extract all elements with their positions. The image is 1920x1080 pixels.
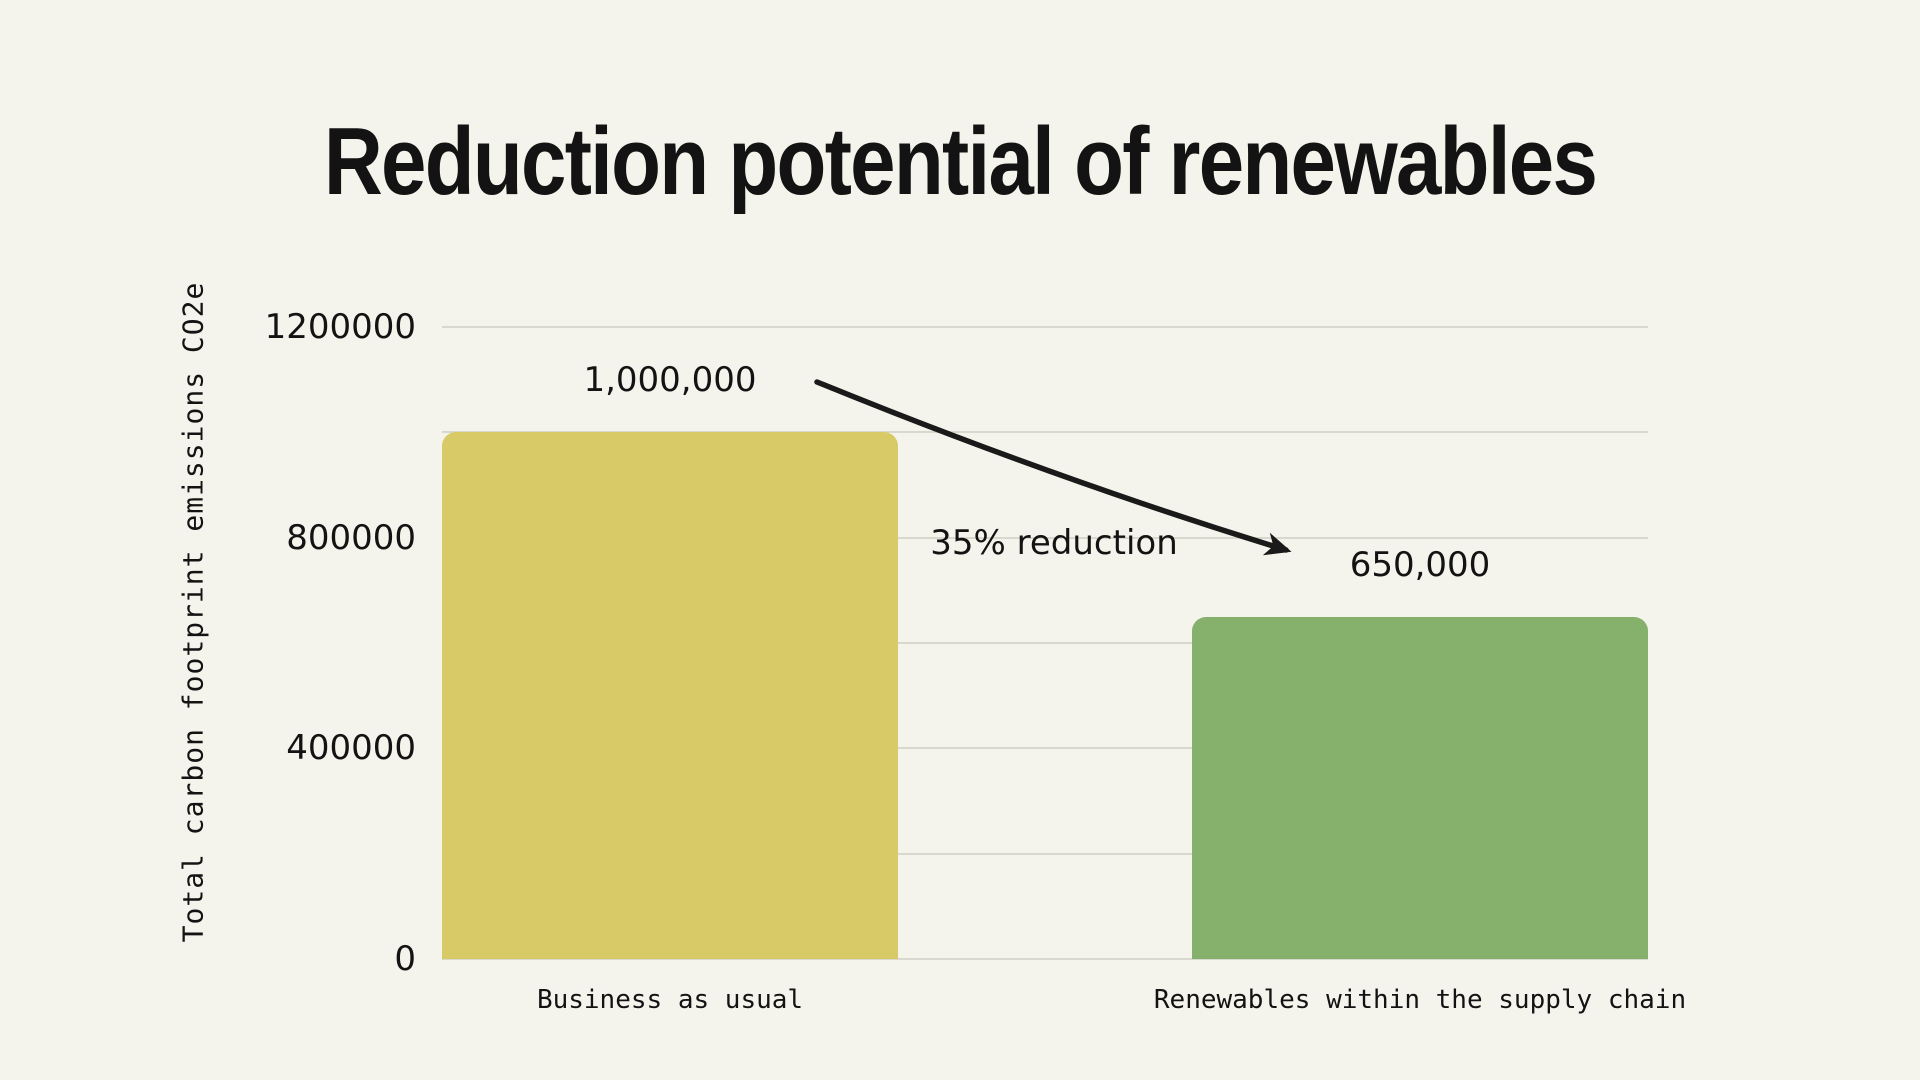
gridline bbox=[442, 642, 1648, 644]
plot-area: 0 400000 800000 1200000 1,000,000 Business as… bbox=[265, 310, 1687, 1015]
reduction-annotation: 35% reduction bbox=[930, 523, 1178, 563]
y-axis-title: Total carbon footprint emissions CO2e bbox=[176, 281, 210, 943]
y-tick-label: 1200000 bbox=[264, 307, 416, 347]
x-category-label: Business as usual bbox=[536, 985, 804, 1015]
gridline bbox=[442, 747, 1648, 750]
bar-renewables-supply-chain bbox=[1192, 616, 1648, 959]
gridline bbox=[442, 852, 1648, 855]
y-tick-label: 0 bbox=[394, 939, 416, 979]
bar-value-label: 1,000,000 bbox=[583, 360, 757, 401]
bar-slot-renewables-supply-chain: 650,000 Renewables within the supply chai… bbox=[1154, 327, 1686, 1015]
bar-slot-business-as-usual: 1,000,000 Business as usual bbox=[442, 327, 898, 1015]
y-tick-label: 400000 bbox=[286, 728, 416, 769]
gridline bbox=[442, 326, 1648, 328]
gridline bbox=[442, 958, 1648, 960]
bar-value-label: 650,000 bbox=[1349, 544, 1491, 585]
bar-business-as-usual bbox=[442, 432, 898, 959]
y-tick-label: 800000 bbox=[286, 517, 416, 558]
x-category-label: Renewables within the supply chain bbox=[1153, 985, 1687, 1015]
chart-title: Reduction potential of renewables bbox=[323, 108, 1598, 215]
